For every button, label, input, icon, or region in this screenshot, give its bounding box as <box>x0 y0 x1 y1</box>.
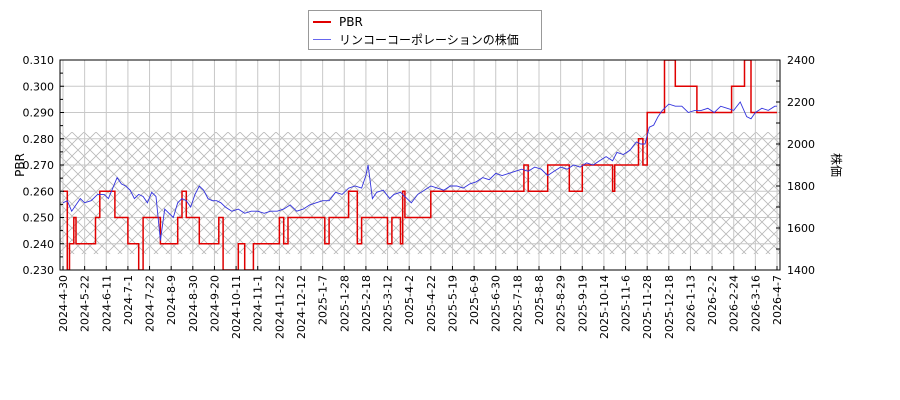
legend-swatch-pbr <box>313 21 331 23</box>
right-tick-label: 1400 <box>787 264 815 277</box>
left-tick-label: 0.230 <box>23 264 55 277</box>
right-tick-label: 2400 <box>787 54 815 67</box>
legend-item-pbr: PBR <box>313 14 363 30</box>
x-tick-label: 2025-6-30 <box>490 275 503 332</box>
x-tick-label: 2025-9-19 <box>576 275 589 332</box>
x-tick-label: 2026-2-24 <box>728 275 741 332</box>
x-tick-label: 2026-1-13 <box>684 275 697 332</box>
x-tick-label: 2024-11-22 <box>273 275 286 339</box>
x-tick-label: 2024-7-22 <box>144 275 157 332</box>
x-axis-tick-labels: 2024-4-30 2024-5-22 2024-6-11 2024-7-1 2024-… <box>57 275 784 339</box>
legend-label-pbr: PBR <box>339 15 363 29</box>
left-tick-label: 0.310 <box>23 54 55 67</box>
left-tick-label: 0.240 <box>23 238 55 251</box>
left-tick-label: 0.300 <box>23 80 55 93</box>
left-tick-label: 0.280 <box>23 133 55 146</box>
right-tick-label: 1800 <box>787 180 815 193</box>
pbr-line <box>63 60 777 270</box>
x-tick-label: 2025-7-18 <box>511 275 524 332</box>
series-lines <box>62 60 777 270</box>
x-tick-label: 2025-10-14 <box>598 275 611 339</box>
x-tick-label: 2025-4-2 <box>403 275 416 325</box>
left-tick-label: 0.270 <box>23 159 55 172</box>
x-tick-label: 2025-4-22 <box>425 275 438 332</box>
x-tick-label: 2024-8-9 <box>165 275 178 325</box>
x-tick-label: 2024-4-30 <box>57 275 70 332</box>
right-tick-label: 2200 <box>787 96 815 109</box>
x-tick-label: 2024-12-12 <box>295 275 308 339</box>
gridlines <box>60 59 780 271</box>
x-tick-label: 2024-5-22 <box>79 275 92 332</box>
left-tick-label: 0.260 <box>23 185 55 198</box>
x-tick-label: 2025-2-18 <box>360 275 373 332</box>
legend: PBR リンコーコーポレーションの株価 <box>308 10 542 50</box>
left-axis-title: PBR <box>13 153 27 177</box>
right-axis-title: 株価 <box>829 153 844 177</box>
x-tick-label: 2026-2-2 <box>706 275 719 325</box>
x-tick-label: 2026-3-16 <box>749 275 762 332</box>
axes <box>59 59 781 271</box>
x-tick-label: 2025-11-28 <box>641 275 654 339</box>
legend-item-stock-price: リンコーコーポレーションの株価 <box>313 31 519 47</box>
left-tick-label: 0.250 <box>23 212 55 225</box>
legend-label-stock-price: リンコーコーポレーションの株価 <box>339 32 519 47</box>
x-tick-label: 2024-7-1 <box>122 275 135 325</box>
x-tick-label: 2026-4-7 <box>771 275 784 325</box>
stock-price-line <box>62 101 777 241</box>
x-tick-label: 2025-1-7 <box>317 275 330 325</box>
x-tick-label: 2025-6-9 <box>468 275 481 325</box>
left-tick-label: 0.290 <box>23 107 55 120</box>
x-tick-label: 2024-9-20 <box>208 275 221 332</box>
x-tick-label: 2024-11-1 <box>252 275 265 332</box>
left-axis-tick-labels: 0.230 0.240 0.250 0.260 0.270 0.280 0.290 0.300… <box>23 54 55 277</box>
x-tick-label: 2025-11-6 <box>620 275 633 332</box>
x-tick-label: 2025-8-29 <box>555 275 568 332</box>
x-tick-label: 2024-6-11 <box>100 275 113 332</box>
x-tick-label: 2024-10-11 <box>230 275 243 339</box>
x-tick-label: 2025-3-12 <box>382 275 395 332</box>
x-tick-label: 2024-8-30 <box>187 275 200 332</box>
x-tick-label: 2025-8-8 <box>533 275 546 325</box>
legend-swatch-stock-price <box>313 38 331 40</box>
x-tick-label: 2025-12-18 <box>663 275 676 339</box>
right-tick-label: 1600 <box>787 222 815 235</box>
x-tick-label: 2025-5-19 <box>446 275 459 332</box>
x-tick-label: 2025-1-28 <box>338 275 351 332</box>
right-axis-tick-labels: 1400 1600 1800 2000 2200 2400 <box>787 54 815 277</box>
right-tick-label: 2000 <box>787 138 815 151</box>
